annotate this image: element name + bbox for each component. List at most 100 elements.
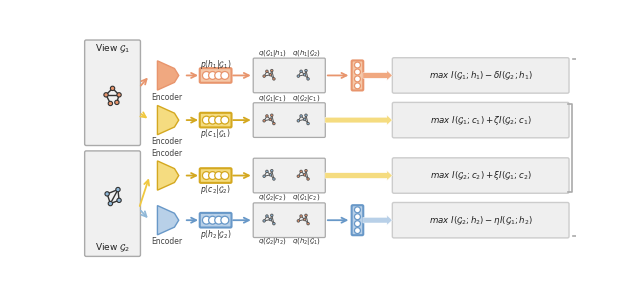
- Circle shape: [273, 78, 275, 80]
- Circle shape: [215, 116, 223, 124]
- Text: $p(h_1|\mathcal{G}_1)$: $p(h_1|\mathcal{G}_1)$: [200, 58, 231, 71]
- Text: $q(h_2|\mathcal{G}_1)$: $q(h_2|\mathcal{G}_1)$: [292, 236, 321, 247]
- Circle shape: [202, 71, 211, 79]
- Text: Encoder: Encoder: [151, 93, 182, 101]
- Circle shape: [266, 215, 268, 217]
- Text: $q(h_1|\mathcal{G}_2)$: $q(h_1|\mathcal{G}_2)$: [292, 48, 321, 59]
- Text: $q(\mathcal{G}_2|c_1)$: $q(\mathcal{G}_2|c_1)$: [292, 93, 321, 104]
- Circle shape: [215, 172, 223, 179]
- Text: Encoder: Encoder: [151, 137, 182, 146]
- FancyBboxPatch shape: [253, 203, 325, 237]
- Circle shape: [209, 71, 216, 79]
- Circle shape: [307, 178, 309, 180]
- Circle shape: [266, 115, 268, 117]
- Text: $q(\mathcal{G}_1|c_1)$: $q(\mathcal{G}_1|c_1)$: [258, 93, 286, 104]
- Circle shape: [355, 83, 360, 89]
- Circle shape: [305, 114, 307, 117]
- Circle shape: [115, 100, 119, 104]
- Circle shape: [221, 116, 229, 124]
- Circle shape: [215, 216, 223, 224]
- Circle shape: [303, 218, 306, 221]
- Circle shape: [307, 78, 309, 80]
- Text: Encoder: Encoder: [151, 150, 182, 158]
- Circle shape: [300, 115, 302, 117]
- Circle shape: [209, 172, 216, 179]
- Circle shape: [273, 122, 275, 125]
- Polygon shape: [325, 115, 392, 125]
- Text: $q(\mathcal{G}_2|c_2)$: $q(\mathcal{G}_2|c_2)$: [258, 191, 286, 203]
- Text: $p(c_2|\mathcal{G}_2)$: $p(c_2|\mathcal{G}_2)$: [200, 183, 231, 196]
- FancyBboxPatch shape: [392, 58, 569, 93]
- Text: $q(\mathcal{G}_1|h_1)$: $q(\mathcal{G}_1|h_1)$: [258, 48, 287, 59]
- Circle shape: [300, 70, 302, 73]
- Polygon shape: [157, 106, 179, 135]
- Circle shape: [297, 75, 300, 77]
- Circle shape: [263, 175, 266, 178]
- Text: $p(h_2|\mathcal{G}_2)$: $p(h_2|\mathcal{G}_2)$: [200, 227, 231, 240]
- FancyBboxPatch shape: [200, 213, 232, 227]
- FancyBboxPatch shape: [392, 158, 569, 193]
- Text: View $\mathcal{G}_1$: View $\mathcal{G}_1$: [95, 43, 130, 55]
- Circle shape: [355, 214, 360, 220]
- FancyBboxPatch shape: [392, 202, 569, 238]
- Circle shape: [202, 216, 211, 224]
- Circle shape: [221, 71, 229, 79]
- Circle shape: [300, 215, 302, 217]
- Polygon shape: [363, 215, 392, 225]
- Circle shape: [300, 170, 302, 173]
- FancyBboxPatch shape: [200, 68, 232, 83]
- Polygon shape: [157, 161, 179, 190]
- Circle shape: [271, 69, 273, 72]
- Circle shape: [297, 220, 300, 222]
- Circle shape: [209, 216, 216, 224]
- Circle shape: [305, 169, 307, 172]
- Text: $q(\mathcal{G}_2|h_2)$: $q(\mathcal{G}_2|h_2)$: [258, 236, 287, 247]
- Circle shape: [305, 214, 307, 217]
- Circle shape: [266, 70, 268, 73]
- Circle shape: [271, 114, 273, 117]
- Circle shape: [104, 93, 108, 97]
- Polygon shape: [157, 206, 179, 235]
- Text: max $I(\mathcal{G}_1;h_1)-\delta I(\mathcal{G}_2;h_1)$: max $I(\mathcal{G}_1;h_1)-\delta I(\math…: [429, 69, 532, 81]
- Circle shape: [269, 73, 271, 76]
- Circle shape: [355, 221, 360, 227]
- FancyBboxPatch shape: [392, 102, 569, 138]
- Circle shape: [105, 192, 109, 196]
- Circle shape: [108, 101, 113, 106]
- Circle shape: [215, 71, 223, 79]
- Polygon shape: [363, 71, 392, 80]
- Circle shape: [263, 220, 266, 222]
- Circle shape: [202, 172, 211, 179]
- Circle shape: [355, 207, 360, 213]
- Circle shape: [305, 69, 307, 72]
- FancyBboxPatch shape: [84, 40, 140, 145]
- Circle shape: [303, 73, 306, 76]
- Circle shape: [355, 69, 360, 75]
- Circle shape: [269, 118, 271, 121]
- Circle shape: [117, 198, 121, 202]
- Circle shape: [108, 201, 113, 206]
- Text: max $I(\mathcal{G}_2;c_2)+\xi I(\mathcal{G}_1;c_2)$: max $I(\mathcal{G}_2;c_2)+\xi I(\mathcal…: [429, 169, 532, 182]
- Circle shape: [269, 173, 271, 176]
- Circle shape: [266, 170, 268, 173]
- Text: View $\mathcal{G}_2$: View $\mathcal{G}_2$: [95, 242, 130, 254]
- Circle shape: [263, 119, 266, 122]
- Text: max $I(\mathcal{G}_2;h_2)-\eta I(\mathcal{G}_1;h_2)$: max $I(\mathcal{G}_2;h_2)-\eta I(\mathca…: [429, 214, 532, 227]
- Circle shape: [263, 75, 266, 77]
- Circle shape: [116, 187, 120, 192]
- Circle shape: [202, 116, 211, 124]
- FancyBboxPatch shape: [351, 60, 364, 91]
- Polygon shape: [157, 61, 179, 90]
- Circle shape: [273, 178, 275, 180]
- Circle shape: [221, 172, 229, 179]
- Text: Encoder: Encoder: [151, 237, 182, 246]
- Polygon shape: [325, 171, 392, 181]
- Text: $p(c_1|\mathcal{G}_1)$: $p(c_1|\mathcal{G}_1)$: [200, 127, 231, 140]
- Circle shape: [271, 214, 273, 217]
- FancyBboxPatch shape: [253, 158, 325, 193]
- Text: $q(\mathcal{G}_1|c_2)$: $q(\mathcal{G}_1|c_2)$: [292, 191, 321, 203]
- Circle shape: [110, 86, 115, 91]
- Circle shape: [355, 62, 360, 68]
- Text: max $I(\mathcal{G}_1;c_1)+\zeta I(\mathcal{G}_2;c_1)$: max $I(\mathcal{G}_1;c_1)+\zeta I(\mathc…: [430, 114, 532, 127]
- Circle shape: [307, 222, 309, 225]
